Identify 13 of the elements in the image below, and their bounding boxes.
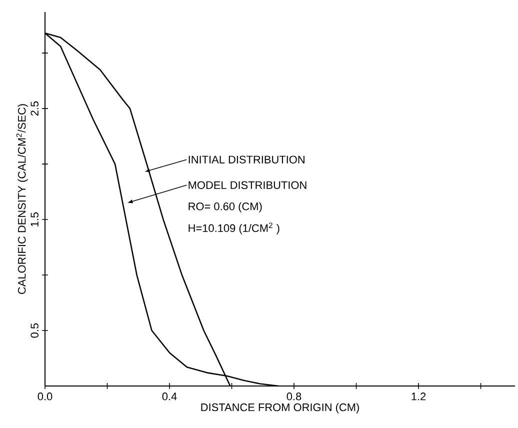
- y-tick-label: 0.5: [30, 323, 38, 338]
- x-tick-label: 0.0: [38, 392, 52, 400]
- x-tick-label: 0.4: [162, 392, 177, 400]
- annotation: MODEL DISTRIBUTION: [188, 181, 306, 190]
- y-axis-title: CALORIFIC DENSITY (CAL/CM$^{2}$/SEC): [16, 104, 28, 294]
- x-axis-title: DISTANCE FROM ORIGIN (CM): [201, 403, 359, 414]
- x-tick-label: 0.8: [286, 392, 302, 400]
- annotation: RO= 0.60 (CM): [188, 202, 262, 212]
- y-tick-label: 1.5: [30, 212, 38, 226]
- y-tick-label: 2.5: [30, 101, 38, 116]
- x-tick-label: 1.2: [412, 392, 426, 400]
- annotation: H=10.109 (1/CM$^{2}$ ): [188, 222, 280, 234]
- annotation: INITIAL DISTRIBUTION: [188, 156, 304, 164]
